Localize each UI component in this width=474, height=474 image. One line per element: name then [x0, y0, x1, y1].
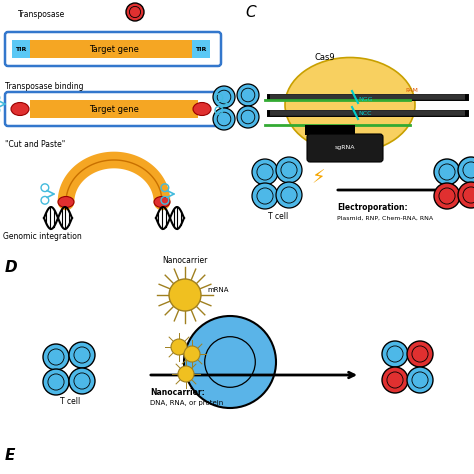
Text: Genomic integration: Genomic integration	[3, 232, 82, 241]
Text: NCC: NCC	[358, 110, 372, 116]
Text: ⚡: ⚡	[311, 168, 325, 188]
Bar	[192, 40, 210, 58]
Circle shape	[184, 346, 200, 362]
Ellipse shape	[193, 102, 211, 116]
Circle shape	[213, 86, 235, 108]
Text: Electroporation:: Electroporation:	[337, 203, 408, 212]
Text: Plasmid, RNP, Chem-RNA, RNA: Plasmid, RNP, Chem-RNA, RNA	[337, 216, 433, 221]
Circle shape	[276, 182, 302, 208]
Circle shape	[252, 159, 278, 185]
Text: T cell: T cell	[60, 397, 80, 406]
Bar	[30, 100, 198, 118]
Circle shape	[382, 341, 408, 367]
Text: Nanocarrier: Nanocarrier	[162, 256, 208, 265]
Circle shape	[237, 106, 259, 128]
Text: D: D	[5, 260, 18, 275]
FancyBboxPatch shape	[307, 134, 383, 162]
Ellipse shape	[11, 102, 29, 116]
Text: "Cut and Paste": "Cut and Paste"	[5, 140, 65, 149]
Circle shape	[169, 279, 201, 311]
Circle shape	[407, 341, 433, 367]
Circle shape	[178, 366, 194, 382]
Circle shape	[276, 157, 302, 183]
FancyBboxPatch shape	[5, 92, 221, 126]
Circle shape	[407, 367, 433, 393]
Circle shape	[43, 344, 69, 370]
Circle shape	[458, 157, 474, 183]
Text: Transposase binding: Transposase binding	[5, 82, 83, 91]
Text: Transposase: Transposase	[18, 10, 65, 19]
Circle shape	[434, 183, 460, 209]
Text: Target gene: Target gene	[89, 104, 139, 113]
Circle shape	[126, 3, 144, 21]
Circle shape	[69, 342, 95, 368]
Circle shape	[237, 84, 259, 106]
Bar	[12, 40, 30, 58]
Ellipse shape	[58, 197, 74, 208]
Text: Nanocarrier:: Nanocarrier:	[150, 388, 205, 397]
Text: C: C	[245, 5, 255, 20]
Circle shape	[43, 369, 69, 395]
Text: NGG: NGG	[358, 97, 373, 101]
Text: sgRNA: sgRNA	[335, 146, 355, 151]
Circle shape	[184, 316, 276, 408]
Circle shape	[213, 108, 235, 130]
Ellipse shape	[154, 197, 170, 208]
FancyBboxPatch shape	[5, 32, 221, 66]
Text: TIR: TIR	[195, 46, 207, 52]
Circle shape	[382, 367, 408, 393]
Circle shape	[171, 339, 187, 355]
Ellipse shape	[285, 57, 415, 153]
Text: T cell: T cell	[268, 212, 288, 221]
Text: E: E	[5, 448, 15, 463]
Circle shape	[252, 183, 278, 209]
Bar	[30, 40, 198, 58]
Text: DNA, RNA, or protein: DNA, RNA, or protein	[150, 400, 223, 406]
Text: PAM: PAM	[405, 88, 418, 92]
Text: TIR: TIR	[15, 46, 27, 52]
Circle shape	[69, 368, 95, 394]
Circle shape	[458, 182, 474, 208]
Text: Target gene: Target gene	[89, 45, 139, 54]
Text: mRNA: mRNA	[207, 287, 228, 293]
Circle shape	[434, 159, 460, 185]
Text: Cas9: Cas9	[315, 53, 335, 62]
Bar	[305, 125, 355, 135]
